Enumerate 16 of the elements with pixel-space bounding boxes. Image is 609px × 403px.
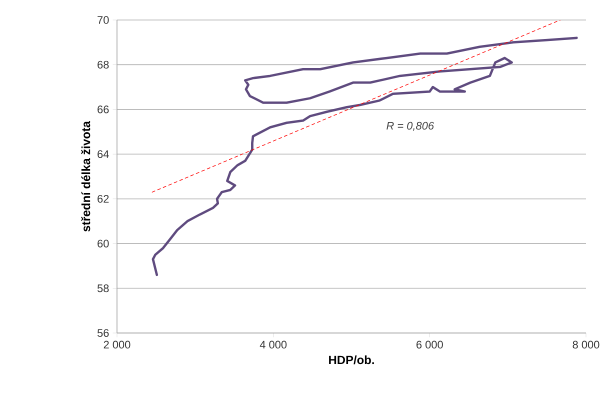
y-tick-label: 70 xyxy=(98,16,109,24)
y-tick-label: 68 xyxy=(98,60,109,69)
y-tick-label: 60 xyxy=(98,240,109,248)
line-series xyxy=(152,36,578,276)
annotation: R = 0,806 xyxy=(386,122,434,131)
y-tick-label: 56 xyxy=(97,329,109,337)
y-tick-label: 58 xyxy=(97,284,109,292)
x-tick-label: 4 000 xyxy=(260,340,287,349)
y-axis-title: střední délka života xyxy=(81,120,90,232)
y-tick-label: 62 xyxy=(98,194,109,203)
x-tick-label: 6 000 xyxy=(416,340,443,349)
y-tick-label: 64 xyxy=(98,150,109,158)
x-tick-label: 8 000 xyxy=(572,340,600,349)
x-axis-title: HDP/ob. xyxy=(329,355,374,364)
x-tick-label: 2 000 xyxy=(104,340,130,349)
y-tick-label: 66 xyxy=(98,106,109,114)
